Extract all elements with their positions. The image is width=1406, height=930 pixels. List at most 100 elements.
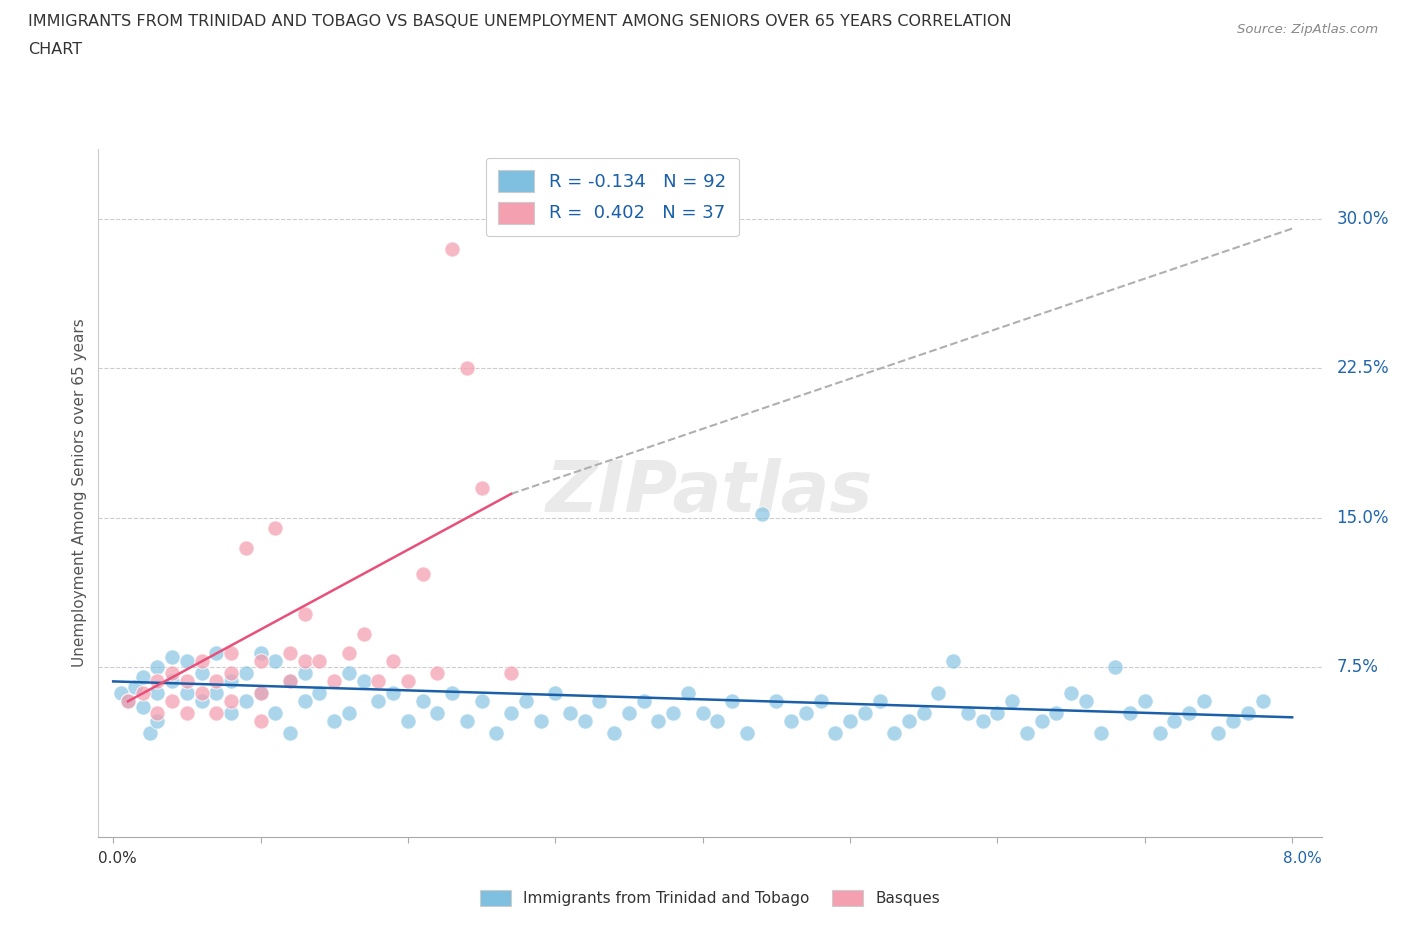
Point	[1060, 686, 1083, 701]
Point	[471, 481, 494, 496]
Point	[235, 540, 257, 555]
Point	[367, 694, 389, 709]
Point	[986, 706, 1008, 721]
Text: ZIPatlas: ZIPatlas	[547, 458, 873, 527]
Point	[353, 626, 375, 641]
Point	[396, 714, 419, 729]
Point	[249, 714, 271, 729]
Point	[160, 650, 183, 665]
Point	[751, 507, 773, 522]
Point	[426, 666, 449, 681]
Point	[190, 694, 212, 709]
Point	[456, 714, 478, 729]
Point	[588, 694, 610, 709]
Point	[294, 694, 316, 709]
Point	[176, 674, 198, 689]
Point	[396, 674, 419, 689]
Point	[278, 725, 301, 740]
Point	[1251, 694, 1274, 709]
Legend: Immigrants from Trinidad and Tobago, Basques: Immigrants from Trinidad and Tobago, Bas…	[474, 884, 946, 912]
Point	[853, 706, 876, 721]
Point	[117, 694, 139, 709]
Point	[780, 714, 803, 729]
Point	[617, 706, 640, 721]
Point	[1133, 694, 1156, 709]
Point	[1015, 725, 1038, 740]
Point	[603, 725, 626, 740]
Point	[337, 706, 360, 721]
Point	[972, 714, 994, 729]
Point	[249, 646, 271, 661]
Point	[721, 694, 744, 709]
Point	[110, 686, 132, 701]
Point	[471, 694, 494, 709]
Point	[1119, 706, 1142, 721]
Point	[190, 654, 212, 669]
Point	[676, 686, 699, 701]
Point	[264, 521, 287, 536]
Point	[308, 686, 330, 701]
Point	[485, 725, 508, 740]
Point	[558, 706, 581, 721]
Point	[1104, 660, 1126, 675]
Point	[1208, 725, 1230, 740]
Point	[117, 694, 139, 709]
Point	[323, 714, 346, 729]
Point	[1045, 706, 1067, 721]
Point	[219, 674, 242, 689]
Point	[633, 694, 655, 709]
Point	[1074, 694, 1097, 709]
Point	[205, 686, 228, 701]
Point	[190, 666, 212, 681]
Text: Source: ZipAtlas.com: Source: ZipAtlas.com	[1237, 23, 1378, 36]
Point	[382, 654, 405, 669]
Point	[235, 694, 257, 709]
Point	[839, 714, 862, 729]
Point	[529, 714, 551, 729]
Point	[706, 714, 728, 729]
Point	[692, 706, 714, 721]
Point	[1031, 714, 1053, 729]
Point	[146, 706, 169, 721]
Point	[441, 241, 464, 256]
Point	[956, 706, 979, 721]
Point	[765, 694, 787, 709]
Point	[308, 654, 330, 669]
Point	[927, 686, 949, 701]
Point	[1163, 714, 1185, 729]
Point	[131, 670, 153, 684]
Text: 0.0%: 0.0%	[98, 851, 138, 866]
Point	[898, 714, 921, 729]
Point	[219, 706, 242, 721]
Point	[883, 725, 905, 740]
Point	[367, 674, 389, 689]
Point	[160, 694, 183, 709]
Point	[412, 694, 434, 709]
Point	[810, 694, 832, 709]
Text: 30.0%: 30.0%	[1336, 209, 1389, 228]
Point	[235, 666, 257, 681]
Point	[176, 706, 198, 721]
Point	[1178, 706, 1201, 721]
Point	[264, 654, 287, 669]
Point	[146, 686, 169, 701]
Text: CHART: CHART	[28, 42, 82, 57]
Point	[249, 686, 271, 701]
Point	[294, 666, 316, 681]
Text: 22.5%: 22.5%	[1336, 359, 1389, 378]
Point	[499, 706, 522, 721]
Point	[249, 654, 271, 669]
Point	[219, 666, 242, 681]
Point	[337, 646, 360, 661]
Point	[456, 361, 478, 376]
Point	[647, 714, 669, 729]
Point	[146, 660, 169, 675]
Point	[219, 646, 242, 661]
Point	[160, 674, 183, 689]
Text: 7.5%: 7.5%	[1336, 658, 1378, 676]
Point	[662, 706, 685, 721]
Point	[794, 706, 817, 721]
Point	[131, 686, 153, 701]
Point	[824, 725, 846, 740]
Point	[146, 714, 169, 729]
